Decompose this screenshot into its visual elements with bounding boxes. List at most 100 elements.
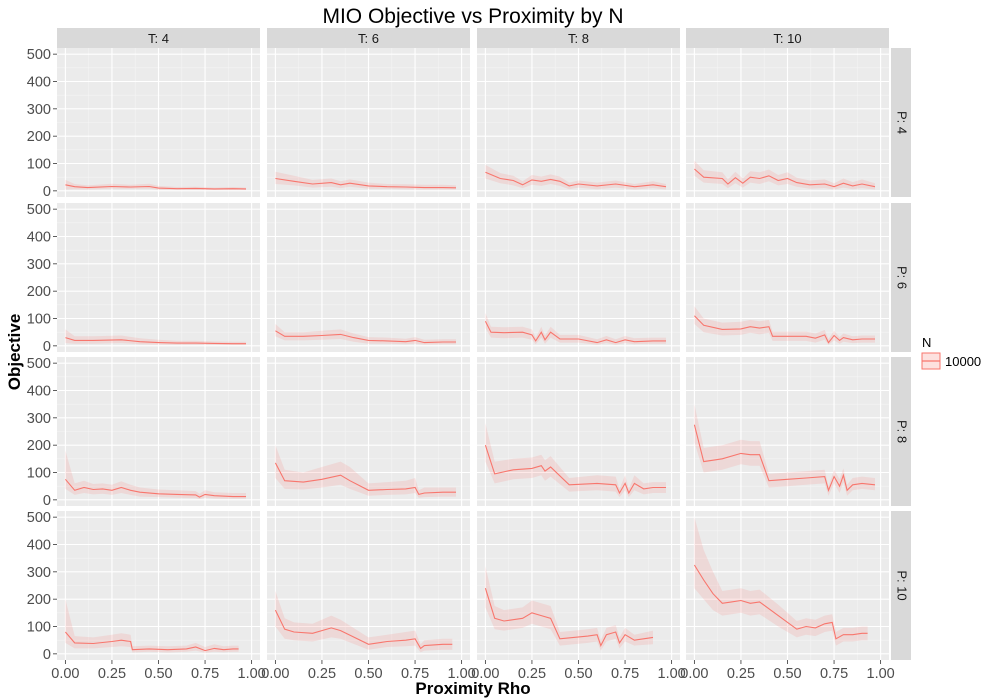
facet-strip-col-label: T: 6 <box>358 31 379 46</box>
facet-panel: 0 100 200 300 400 500 0.00 0.25 0.50 0.75 1.00 <box>27 510 266 682</box>
series-line <box>64 478 246 498</box>
x-tick-label: 0.25 <box>727 666 755 682</box>
x-tick-label: 0.50 <box>144 666 172 682</box>
series-line <box>694 315 875 344</box>
facet-strip-col-label: T: 10 <box>773 31 801 46</box>
facet-strip-row <box>891 511 911 660</box>
facet-strip-col-label: T: 8 <box>568 31 589 46</box>
series-line <box>484 588 654 648</box>
x-tick-label: 0.25 <box>308 666 336 682</box>
y-tick-label: 500 <box>27 202 51 218</box>
y-tick-label: 300 <box>27 411 51 427</box>
x-tick-label: 0.00 <box>51 666 79 682</box>
facet-strip-row-label: P: 4 <box>895 111 910 134</box>
y-axis-title: Objective <box>5 314 24 391</box>
y-tick-label: 500 <box>27 510 51 526</box>
confidence-ribbon <box>694 517 868 646</box>
x-tick-label: 0.75 <box>401 666 429 682</box>
y-tick-label: 500 <box>27 47 51 63</box>
confidence-ribbon <box>65 179 247 190</box>
y-tick-label: 0 <box>43 339 51 355</box>
x-tick-label: 0.50 <box>564 666 592 682</box>
y-tick-label: 200 <box>27 129 51 145</box>
confidence-ribbon <box>485 566 653 651</box>
chart-title: MIO Objective vs Proximity by N <box>322 5 623 28</box>
y-tick-label: 100 <box>27 157 51 173</box>
facet-panel <box>686 357 889 506</box>
facet-panel: 0.00 0.25 0.50 0.75 1.00 <box>680 511 895 682</box>
facet-panel: 0.00 0.25 0.50 0.75 1.00 <box>471 511 686 682</box>
confidence-ribbon <box>275 591 453 653</box>
facet-panel <box>267 203 470 352</box>
facet-strip-col <box>477 28 680 48</box>
x-axis-title: Proximity Rho <box>415 679 530 698</box>
y-tick-label: 400 <box>27 74 51 90</box>
x-tick-label: 0.00 <box>471 666 499 682</box>
y-tick-label: 500 <box>27 356 51 372</box>
y-tick-label: 100 <box>27 620 51 636</box>
x-tick-label: 1.00 <box>448 666 476 682</box>
facet-strip-col <box>57 28 260 48</box>
series-line <box>65 184 247 190</box>
legend-title: N <box>922 335 931 350</box>
y-tick-label: 0 <box>43 184 51 200</box>
x-tick-label: 0.00 <box>261 666 289 682</box>
y-tick-label: 200 <box>27 284 51 300</box>
x-tick-label: 0.75 <box>611 666 639 682</box>
facet-strip-row-label: P: 10 <box>895 570 910 600</box>
facet-panel <box>267 357 470 506</box>
series-line <box>485 171 667 188</box>
series-line <box>274 609 453 650</box>
facet-panel: 0 100 200 300 400 500 <box>27 47 260 200</box>
confidence-ribbon <box>65 599 239 653</box>
x-tick-label: 0.25 <box>98 666 126 682</box>
facet-strip-row-label: P: 8 <box>895 420 910 443</box>
x-tick-label: 0.00 <box>680 666 708 682</box>
facet-panel <box>477 48 680 197</box>
facet-strip-row <box>891 48 911 197</box>
y-tick-label: 400 <box>27 383 51 399</box>
legend-label: 10000 <box>945 354 981 369</box>
x-tick-label: 0.50 <box>354 666 382 682</box>
facet-panel: 0 100 200 300 400 500 <box>27 202 260 355</box>
y-tick-label: 100 <box>27 312 51 328</box>
y-tick-label: 400 <box>27 229 51 245</box>
series-line <box>693 424 876 492</box>
y-tick-label: 200 <box>27 438 51 454</box>
confidence-ribbon <box>275 171 456 190</box>
series-line <box>693 564 868 640</box>
x-tick-label: 1.00 <box>867 666 895 682</box>
y-tick-label: 0 <box>43 647 51 663</box>
facet-panel <box>686 48 889 197</box>
y-tick-label: 300 <box>27 102 51 118</box>
confidence-ribbon <box>694 306 875 345</box>
confidence-ribbon <box>275 324 456 345</box>
y-tick-label: 100 <box>27 466 51 482</box>
confidence-ribbon <box>485 313 666 345</box>
x-tick-label: 0.75 <box>191 666 219 682</box>
confidence-ribbon <box>485 423 666 498</box>
facet-strip-col <box>267 28 470 48</box>
y-tick-label: 0 <box>43 493 51 509</box>
confidence-ribbon <box>694 160 875 190</box>
facet-panel: 0.00 0.25 0.50 0.75 1.00 <box>261 511 476 682</box>
series-line <box>484 320 666 344</box>
x-tick-label: 1.00 <box>658 666 686 682</box>
facet-strip-col <box>686 28 889 48</box>
confidence-ribbon <box>485 164 666 190</box>
x-tick-label: 1.00 <box>238 666 266 682</box>
facet-panel <box>686 203 889 352</box>
plot-area: T: 4 T: 6 T: 8 T: 10 P: 4 P: 6 P: 8 P: 10 0 100 20… <box>27 28 911 682</box>
confidence-ribbon <box>65 329 247 345</box>
x-tick-label: 0.25 <box>518 666 546 682</box>
facet-panel <box>477 357 680 506</box>
confidence-ribbon <box>65 450 247 499</box>
series-line <box>274 462 456 496</box>
legend: N 10000 <box>921 335 981 370</box>
facet-strip-row <box>891 203 911 352</box>
y-tick-label: 200 <box>27 592 51 608</box>
confidence-ribbon <box>275 445 456 498</box>
confidence-ribbon <box>694 404 875 496</box>
series-line <box>694 168 876 188</box>
